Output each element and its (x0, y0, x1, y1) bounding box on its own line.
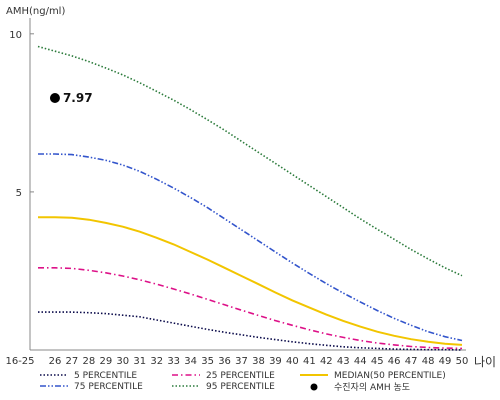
x-tick-label: 40 (286, 356, 299, 367)
legend-point-marker (310, 383, 318, 391)
x-tick-label: 44 (354, 356, 367, 367)
x-tick-label: 30 (116, 356, 129, 367)
y-tick-labels: 10 5 (9, 30, 34, 199)
legend-label: 수진자의 AMH 농도 (334, 382, 410, 393)
y-tick-label: 5 (16, 188, 22, 199)
x-tick-label: 49 (439, 356, 452, 367)
x-tick-label: 48 (422, 356, 435, 367)
series-line-75-percentile (38, 153, 463, 342)
x-tick-label: 31 (133, 356, 146, 367)
x-tick-label: 16-25 (5, 356, 34, 367)
legend-label: 25 PERCENTILE (206, 371, 275, 381)
x-tick-label: 50 (456, 356, 469, 367)
series-line-95-percentile (37, 45, 463, 277)
patient-amh-value-label: 7.97 (63, 91, 93, 105)
x-tick-label: 39 (269, 356, 282, 367)
legend: 5 PERCENTILE 25 PERCENTILE MEDIAN(50 PERCE… (40, 371, 446, 393)
x-tick-label: 46 (388, 356, 401, 367)
x-axis-title: 나이 (474, 355, 496, 369)
x-tick-label: 41 (303, 356, 316, 367)
x-tick-label: 34 (184, 356, 197, 367)
patient-amh-point (49, 92, 60, 103)
y-axis-title: AMH(ng/ml) (6, 6, 65, 17)
x-tick-label: 29 (99, 356, 112, 367)
series-line-median-50-percentile- (38, 216, 463, 346)
x-tick-label: 32 (150, 356, 163, 367)
x-tick-labels: 16-25 26 27 28 29 30 31 32 33 34 35 36 37 38 39 40 41 42 4… (5, 356, 468, 367)
legend-label: 75 PERCENTILE (74, 382, 143, 392)
legend-label: MEDIAN(50 PERCENTILE) (334, 371, 446, 381)
x-tick-label: 27 (66, 356, 79, 367)
x-tick-label: 28 (83, 356, 96, 367)
x-tick-label: 43 (337, 356, 350, 367)
x-tick-label: 45 (371, 356, 384, 367)
x-tick-label: 47 (405, 356, 418, 367)
series-line-5-percentile (38, 311, 463, 351)
y-tick-label: 10 (9, 30, 22, 41)
patient-point-group: 7.97 (49, 91, 93, 105)
x-tick-label: 37 (235, 356, 248, 367)
series-lines (37, 45, 463, 351)
x-tick-label: 42 (320, 356, 333, 367)
x-tick-label: 33 (167, 356, 180, 367)
legend-label: 5 PERCENTILE (74, 371, 137, 381)
x-tick-label: 36 (218, 356, 231, 367)
legend-label: 95 PERCENTILE (206, 382, 275, 392)
x-tick-label: 35 (201, 356, 214, 367)
x-tick-label: 38 (252, 356, 265, 367)
series-line-25-percentile (38, 266, 463, 350)
x-tick-label: 26 (49, 356, 62, 367)
